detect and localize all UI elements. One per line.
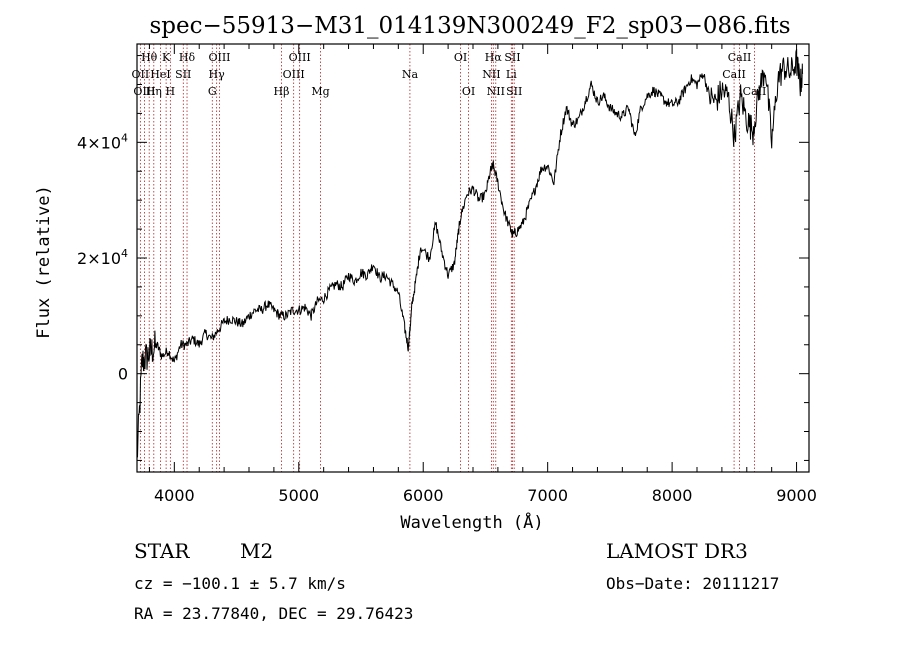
line-label: Hβ <box>274 85 290 98</box>
x-tick-label: 9000 <box>776 486 817 505</box>
line-label: Mg <box>311 85 329 98</box>
line-label: Na <box>402 68 419 81</box>
y-tick-label: 0 <box>118 365 128 384</box>
line-label: OI <box>462 85 475 98</box>
line-label: HeI <box>150 68 170 81</box>
y-tick-base: 2×10 <box>77 249 121 268</box>
line-label: OII <box>132 68 150 81</box>
x-tick-label: 4000 <box>154 486 195 505</box>
line-label: CaII <box>728 51 752 64</box>
line-label: Hα <box>485 51 503 64</box>
x-axis-ticks: 4000 5000 6000 7000 8000 9000 <box>148 44 817 505</box>
line-label: Hη <box>146 85 162 98</box>
line-label: Hθ <box>141 51 158 64</box>
line-label: Hδ <box>179 51 196 64</box>
survey-name: LAMOST DR3 <box>606 539 748 563</box>
x-tick-label: 7000 <box>527 486 568 505</box>
y-tick-base: 4×10 <box>77 133 121 152</box>
x-tick-label: 6000 <box>403 486 444 505</box>
y-tick-label: 4×104 <box>77 131 128 152</box>
redshift-text: cz = −100.1 ± 5.7 km/s <box>134 574 346 593</box>
line-label: Hγ <box>209 68 226 81</box>
line-label: OI <box>454 51 467 64</box>
line-label: Li <box>506 68 517 81</box>
line-label: CaII <box>743 85 767 98</box>
spectral-line-markers <box>139 44 755 472</box>
line-label: OIII <box>133 85 155 98</box>
plot-frame <box>136 43 810 473</box>
y-tick-exponent: 4 <box>121 131 128 144</box>
line-label: SII <box>175 68 191 81</box>
coordinates: RA = 23.77840, DEC = 29.76423 <box>134 604 413 623</box>
line-label: OIII <box>283 68 305 81</box>
x-tick-label: 8000 <box>652 486 693 505</box>
line-label: SII <box>504 51 520 64</box>
line-label: K <box>162 51 171 64</box>
spectrum-line <box>136 48 804 458</box>
x-tick-label: 5000 <box>278 486 319 505</box>
line-label: OIII <box>208 51 230 64</box>
x-axis-label: Wavelength (Å) <box>400 511 543 533</box>
y-axis-label: Flux (relative) <box>34 185 54 339</box>
y-tick-exponent: 4 <box>121 247 128 260</box>
line-label: CaII <box>722 68 746 81</box>
y-tick-label: 2×104 <box>77 247 128 268</box>
line-label: OIII <box>289 51 311 64</box>
object-subclass: M2 <box>240 539 273 563</box>
y-tick-base: 0 <box>118 365 128 384</box>
line-label: H <box>166 85 176 98</box>
object-class: STAR <box>134 539 190 563</box>
line-label: SII <box>506 85 522 98</box>
line-label: G <box>208 85 217 98</box>
line-label: NII <box>487 85 505 98</box>
chart-title: spec−55913−M31_014139N300249_F2_sp03−086… <box>149 13 790 39</box>
obs-date: Obs−Date: 20111217 <box>606 574 779 593</box>
line-label: NII <box>482 68 500 81</box>
